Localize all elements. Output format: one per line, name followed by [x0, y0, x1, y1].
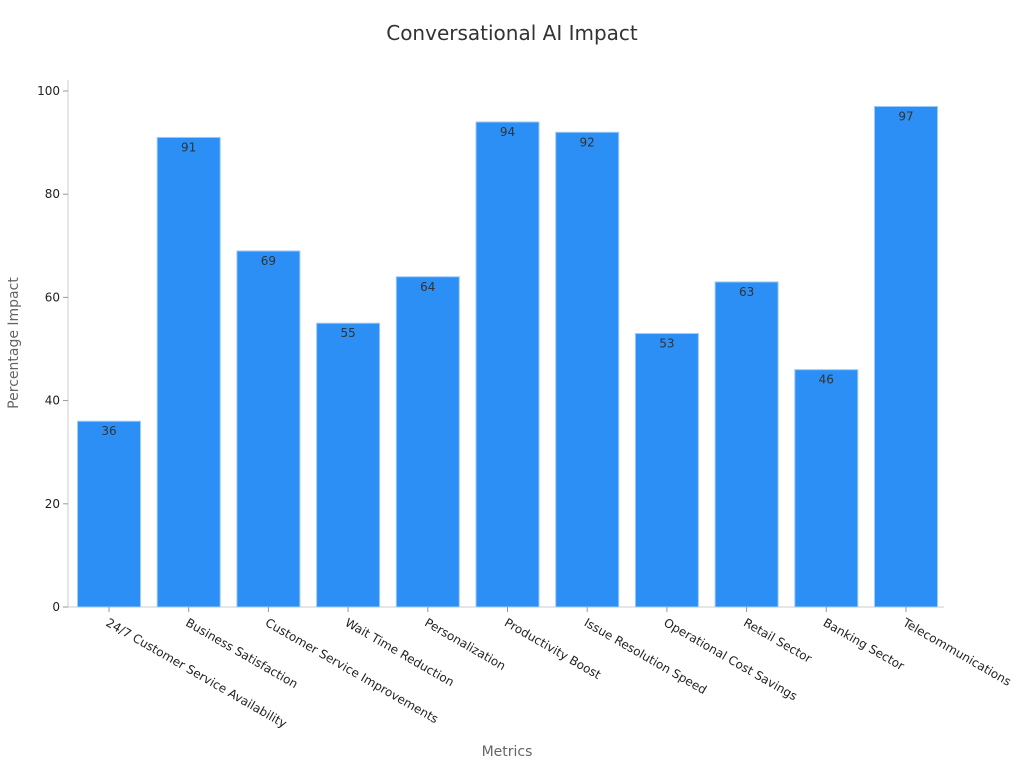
data-label: 94 — [500, 125, 515, 139]
chart-title: Conversational AI Impact — [386, 21, 638, 45]
data-label: 53 — [659, 337, 674, 351]
x-tick-label: Banking Sector — [821, 615, 907, 673]
x-axis-title: Metrics — [482, 744, 533, 760]
data-label: 46 — [819, 373, 834, 387]
data-label: 69 — [261, 254, 276, 268]
bar — [634, 333, 699, 608]
y-tick-label: 0 — [52, 600, 60, 614]
y-tick-label: 100 — [37, 84, 60, 98]
bar — [77, 420, 141, 608]
y-axis-title: Percentage Impact — [6, 277, 22, 409]
data-label: 97 — [898, 109, 913, 123]
bars-group — [77, 105, 938, 608]
data-label: 36 — [101, 424, 116, 438]
data-label: 92 — [580, 135, 595, 149]
y-tick-label: 20 — [45, 497, 60, 511]
bar — [874, 105, 938, 608]
data-label: 91 — [181, 140, 196, 154]
data-label: 55 — [340, 326, 355, 340]
x-axis-ticks: 24/7 Customer Service AvailabilityBusine… — [104, 607, 1014, 731]
y-tick-label: 40 — [45, 394, 60, 408]
data-label: 64 — [420, 280, 435, 294]
y-axis-ticks: 0 20 40 60 80 100 — [37, 84, 68, 614]
bar — [236, 250, 301, 608]
y-tick-label: 80 — [45, 187, 60, 201]
x-tick-label: Retail Sector — [741, 615, 814, 665]
bar — [555, 131, 620, 608]
bar — [794, 369, 859, 608]
bar — [714, 281, 779, 608]
x-tick-label: Telecommunications — [900, 615, 1014, 689]
y-tick-label: 60 — [45, 290, 60, 304]
bar — [156, 136, 221, 608]
bar — [395, 276, 460, 608]
bar — [475, 121, 540, 608]
bar — [316, 322, 381, 608]
x-tick-label: Operational Cost Savings — [661, 615, 799, 703]
data-label: 63 — [739, 285, 754, 299]
data-labels-group: 36 91 69 55 64 94 92 53 63 46 97 — [101, 109, 913, 438]
